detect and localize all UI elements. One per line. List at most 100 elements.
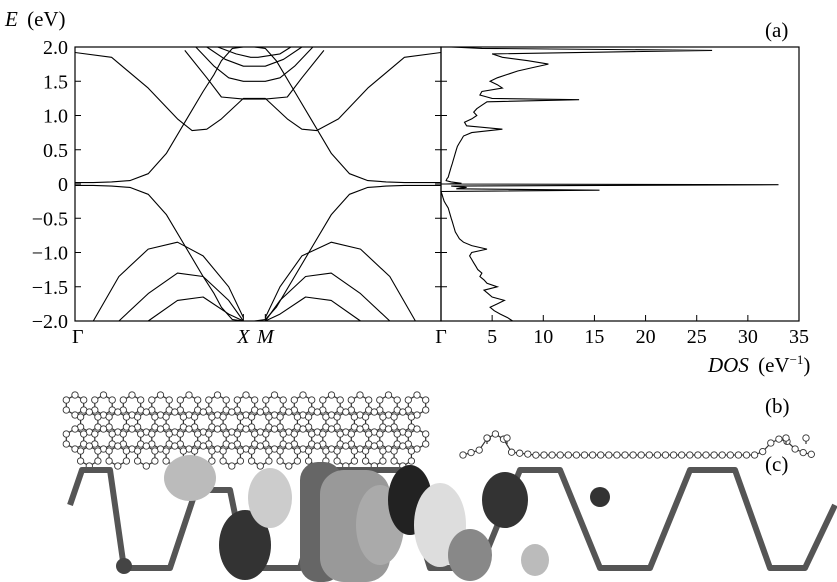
side-atom [694,451,702,459]
atom [390,447,398,455]
atom [361,413,370,421]
atom [94,457,102,465]
atom [299,391,307,399]
atom [333,457,341,465]
atom [233,430,241,438]
atom [105,413,113,421]
side-atom [669,451,678,459]
side-atom [516,449,524,457]
atom [222,396,230,404]
atom [290,430,298,438]
atom [276,457,284,465]
atom [413,425,421,433]
dos-x-tick-label: 35 [789,326,809,348]
atom [384,391,393,399]
atom [208,457,216,465]
atom [151,413,159,421]
side-atom [791,445,799,453]
side-atom [621,451,629,459]
atom [350,447,359,455]
atom [190,413,199,421]
atom [276,447,284,455]
atom [199,442,207,450]
atom [137,396,145,404]
atom [80,396,88,404]
atom [308,430,316,438]
atom [205,430,213,438]
side-atom [613,451,621,459]
dos-x-tick-label: 30 [738,326,758,348]
side-atom [588,451,597,459]
atom [205,396,213,404]
atom [176,396,184,404]
atom [422,406,430,414]
atom [404,430,412,438]
atom [114,462,122,470]
atom [265,447,273,455]
atom [333,447,341,455]
side-atom [759,447,767,456]
atom [179,413,188,421]
atom [285,408,293,416]
side-atom [491,430,500,438]
atom [179,447,188,455]
atom [133,413,142,421]
atom [247,457,256,465]
dos-x-tick-label: 25 [687,326,707,348]
atom [76,413,85,421]
atom [336,430,344,438]
side-atom [782,434,790,442]
atom [228,408,236,416]
atom [236,447,245,455]
band-line [75,184,441,322]
atom [91,396,99,404]
panel-label-b: (b) [765,394,790,418]
band-line [92,241,244,322]
atom [265,413,273,421]
lobe [248,468,292,528]
side-atom [726,451,734,459]
atom [304,413,313,421]
atom [151,447,159,455]
atom [233,396,241,404]
side-atom [459,451,467,459]
lobe [219,510,271,580]
atom [62,396,70,404]
atom [262,396,270,404]
atom [356,425,364,433]
atom [319,396,327,404]
atom [285,442,293,450]
atom [361,457,370,465]
atom [122,457,131,465]
atom [379,447,387,455]
atom [133,457,142,465]
side-atom [597,451,605,459]
atom [256,442,264,450]
lobe [448,529,492,581]
side-atom [742,451,751,459]
band-line [265,296,361,322]
atom [327,425,336,433]
atom [350,457,359,465]
y-tick-label: −1.5 [32,277,68,299]
dos-x-tick-label: 20 [636,326,656,348]
atom [390,457,398,465]
atom [299,425,307,433]
atom [422,430,430,438]
atom [76,447,85,455]
side-atom [572,451,581,459]
atom [219,457,227,465]
y-tick-label: 0.5 [43,140,68,162]
atom [76,457,85,465]
atom [319,430,327,438]
atom [71,391,79,399]
lobe [521,544,549,576]
dos-curve-group [440,46,779,322]
side-atom [802,434,810,442]
lobe [164,455,216,501]
side-atom [661,451,670,459]
atom [185,425,193,433]
atom [71,425,79,433]
atom [422,440,430,448]
atom [407,413,416,421]
